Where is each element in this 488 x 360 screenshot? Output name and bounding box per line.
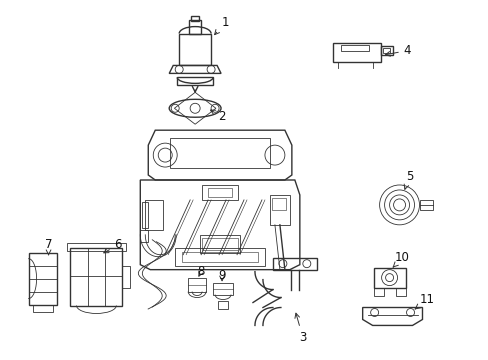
- Text: 10: 10: [392, 251, 409, 267]
- Bar: [66, 243, 126, 251]
- Text: 3: 3: [294, 313, 306, 344]
- Text: 1: 1: [214, 16, 228, 35]
- Bar: [340, 45, 368, 51]
- Bar: [33, 305, 52, 312]
- Bar: [122, 266, 130, 288]
- Bar: [380, 45, 392, 55]
- Bar: [170, 138, 269, 168]
- Bar: [373, 288, 383, 296]
- Bar: [213, 283, 233, 294]
- Bar: [202, 238, 238, 250]
- Bar: [395, 288, 405, 296]
- Bar: [373, 268, 405, 288]
- Text: 11: 11: [414, 293, 434, 309]
- Bar: [208, 188, 232, 197]
- Bar: [182, 252, 258, 262]
- Bar: [271, 198, 285, 210]
- Bar: [200, 235, 240, 253]
- Text: 9: 9: [218, 269, 225, 282]
- Text: 4: 4: [385, 44, 410, 57]
- Bar: [177, 77, 213, 85]
- Text: 8: 8: [197, 265, 204, 278]
- Bar: [70, 248, 122, 306]
- Bar: [272, 258, 316, 270]
- Bar: [142, 202, 148, 228]
- Text: 5: 5: [404, 170, 412, 189]
- Text: 7: 7: [45, 238, 52, 255]
- Bar: [145, 200, 163, 230]
- Bar: [218, 301, 227, 309]
- Text: 2: 2: [210, 110, 225, 123]
- Bar: [269, 195, 289, 225]
- Text: 6: 6: [103, 238, 122, 253]
- Bar: [419, 200, 432, 210]
- Bar: [175, 248, 264, 266]
- Bar: [191, 15, 199, 21]
- Bar: [202, 185, 238, 200]
- Bar: [188, 278, 205, 292]
- Bar: [179, 33, 211, 66]
- Bar: [382, 48, 389, 54]
- Bar: [189, 20, 201, 33]
